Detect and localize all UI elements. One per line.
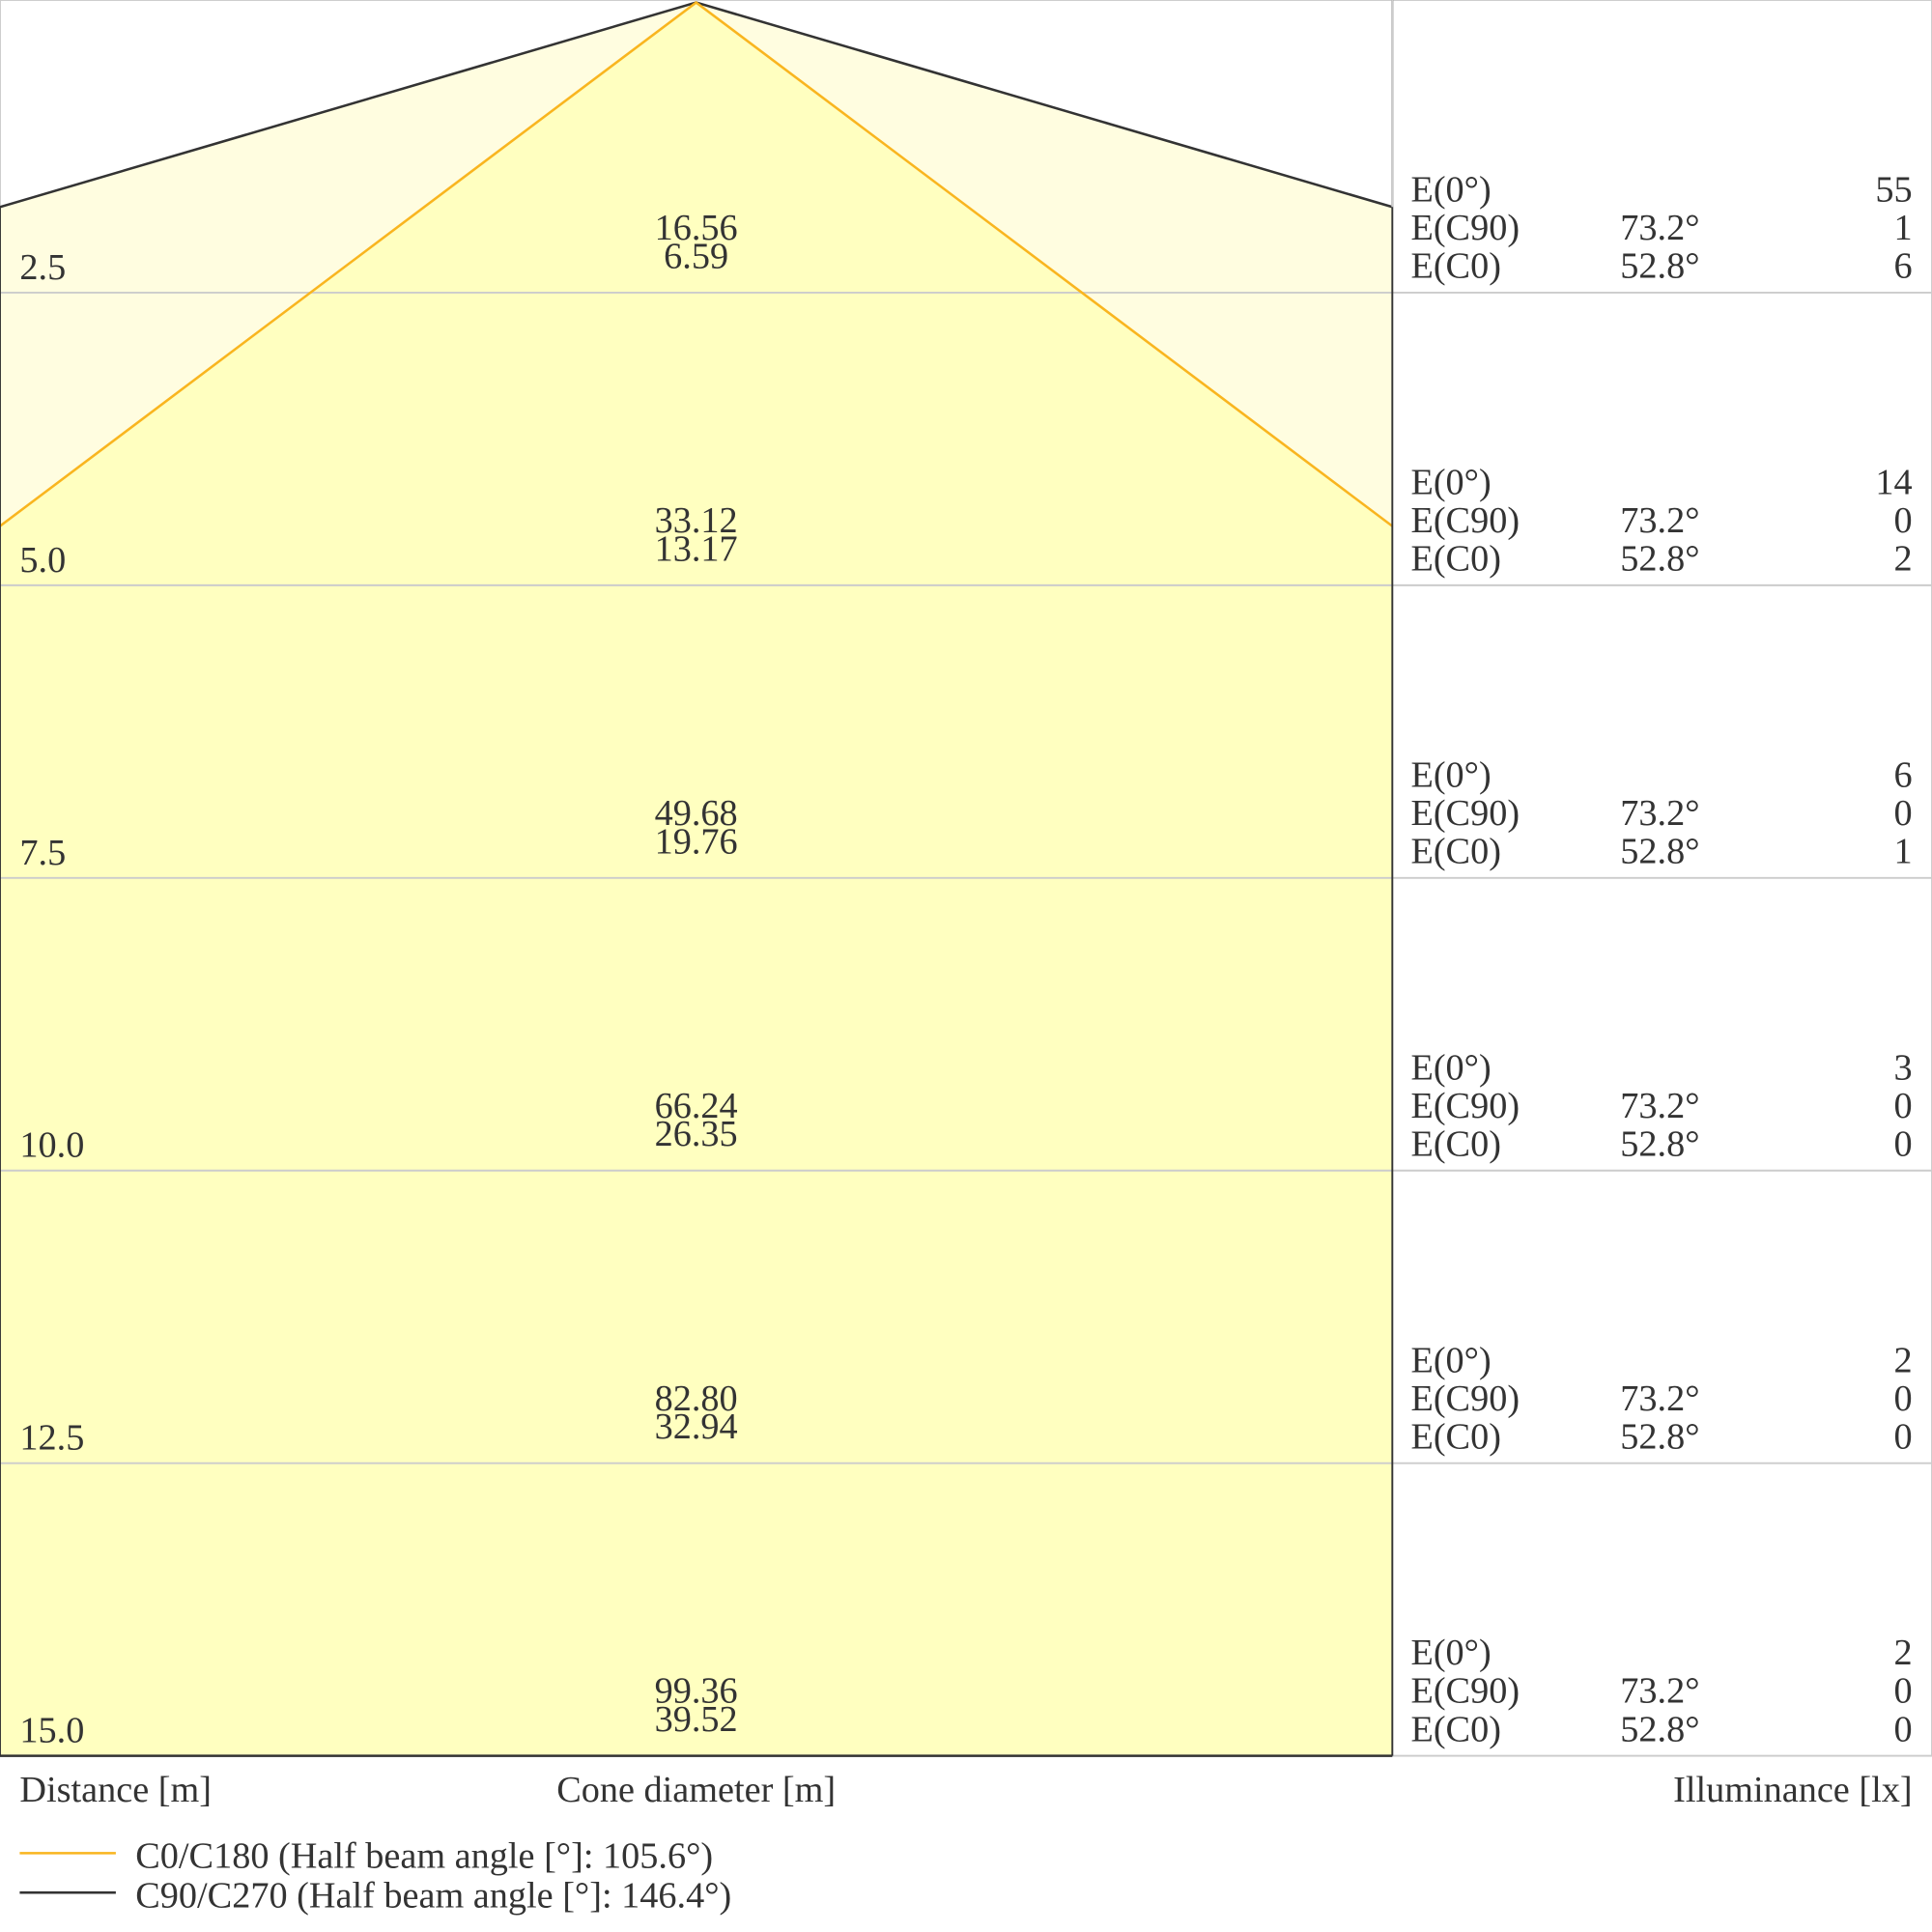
angle: 52.8° [1620, 1709, 1699, 1749]
cone-c0: 6.59 [664, 236, 728, 276]
row-label: E(0°) [1410, 170, 1491, 211]
cone-c90: 66.24 [655, 1086, 738, 1126]
row-label: E(C90) [1410, 793, 1520, 834]
illuminance: 0 [1893, 1123, 1912, 1164]
angle: 73.2° [1620, 208, 1699, 248]
row-label: E(C0) [1410, 1709, 1500, 1749]
distance: 12.5 [19, 1418, 84, 1459]
cone-c0: 26.35 [655, 1114, 738, 1154]
illuminance: 6 [1893, 754, 1912, 795]
row-label: E(0°) [1410, 1047, 1491, 1088]
distance: 7.5 [19, 833, 66, 873]
illuminance: 0 [1893, 1086, 1912, 1126]
illuminance: 0 [1893, 1671, 1912, 1712]
c0-cone-edge [0, 0, 1394, 527]
illuminance: 3 [1893, 1047, 1912, 1088]
illuminance-label: Illuminance [lx] [1673, 1770, 1912, 1810]
row-label: E(0°) [1410, 1633, 1491, 1673]
row-label: E(C0) [1410, 831, 1500, 871]
illuminance: 55 [1875, 170, 1912, 211]
cone-c90: 99.36 [655, 1671, 738, 1712]
c0-cone-fill [0, 2, 1393, 1756]
angle: 52.8° [1620, 246, 1699, 287]
illuminance: 14 [1875, 462, 1912, 502]
legend-label: C0/C180 (Half beam angle [°]: 105.6°) [135, 1836, 713, 1877]
angle: 73.2° [1620, 793, 1699, 834]
illuminance: 0 [1893, 1709, 1912, 1749]
distance: 2.5 [19, 247, 66, 288]
angle: 73.2° [1620, 500, 1699, 541]
angle: 73.2° [1620, 1378, 1699, 1419]
distance: 15.0 [19, 1711, 84, 1751]
illuminance: 6 [1893, 246, 1912, 287]
row-label: E(C0) [1410, 1416, 1500, 1457]
cone-label: Cone diameter [m] [556, 1770, 836, 1810]
illuminance: 2 [1893, 539, 1912, 580]
rows: 2.516.566.59E(0°)E(C90)E(C0)73.2°52.8°55… [0, 170, 1932, 1751]
angle: 73.2° [1620, 1671, 1699, 1712]
row-label: E(0°) [1410, 1340, 1491, 1380]
legend-label: C90/C270 (Half beam angle [°]: 146.4°) [135, 1875, 731, 1916]
angle: 52.8° [1620, 539, 1699, 580]
row-label: E(C90) [1410, 1378, 1520, 1419]
distance: 10.0 [19, 1125, 84, 1166]
angle: 52.8° [1620, 1123, 1699, 1164]
angle: 52.8° [1620, 1416, 1699, 1457]
cone-c0: 13.17 [655, 528, 738, 569]
row-label: E(C0) [1410, 246, 1500, 287]
row-label: E(0°) [1410, 462, 1491, 502]
row-label: E(C90) [1410, 500, 1520, 541]
angle: 73.2° [1620, 1086, 1699, 1126]
cone-c90: 33.12 [655, 500, 738, 541]
cone-c0: 32.94 [655, 1406, 738, 1447]
angle: 52.8° [1620, 831, 1699, 871]
row-label: E(C0) [1410, 1123, 1500, 1164]
row-label: E(C0) [1410, 539, 1500, 580]
cone-c0: 19.76 [655, 821, 738, 862]
row-label: E(0°) [1410, 754, 1491, 795]
illuminance: 1 [1893, 831, 1912, 871]
illuminance: 0 [1893, 1416, 1912, 1457]
illuminance: 0 [1893, 1378, 1912, 1419]
distance-label: Distance [m] [19, 1770, 212, 1810]
illuminance: 2 [1893, 1633, 1912, 1673]
cone-c90: 82.80 [655, 1378, 738, 1419]
illuminance: 0 [1893, 500, 1912, 541]
cone-c90: 16.56 [655, 208, 738, 248]
cone-c90: 49.68 [655, 793, 738, 834]
row-label: E(C90) [1410, 208, 1520, 248]
row-label: E(C90) [1410, 1086, 1520, 1126]
row-label: E(C90) [1410, 1671, 1520, 1712]
distance: 5.0 [19, 540, 66, 581]
cone-c0: 39.52 [655, 1699, 738, 1740]
illuminance: 0 [1893, 793, 1912, 834]
illuminance: 1 [1893, 208, 1912, 248]
illuminance: 2 [1893, 1340, 1912, 1380]
